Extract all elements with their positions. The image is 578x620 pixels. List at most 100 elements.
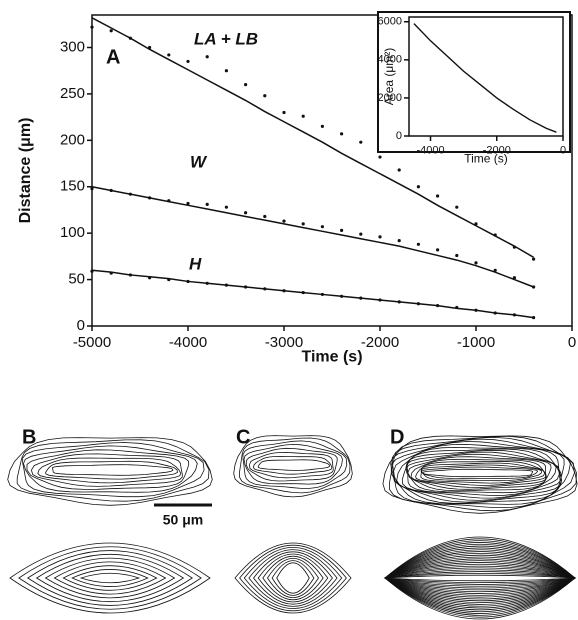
contour xyxy=(422,468,534,478)
data-point xyxy=(532,316,536,320)
data-point xyxy=(244,285,248,289)
data-point xyxy=(282,289,286,293)
data-point xyxy=(340,228,344,232)
data-point xyxy=(282,219,286,223)
contour xyxy=(401,448,562,499)
contour xyxy=(79,572,141,584)
data-point xyxy=(493,268,497,272)
y-tick-label: 250 xyxy=(60,85,85,102)
contour xyxy=(267,558,319,598)
contour xyxy=(62,565,158,591)
data-point xyxy=(244,211,248,215)
x-tick-label: -5000 xyxy=(73,334,111,351)
data-point xyxy=(90,187,94,191)
data-point xyxy=(301,114,305,118)
contour xyxy=(22,442,205,498)
contour xyxy=(271,560,315,596)
data-point xyxy=(455,253,459,258)
contour xyxy=(71,569,149,587)
data-point xyxy=(263,94,267,98)
contour xyxy=(37,457,182,484)
contour xyxy=(239,437,351,494)
area-line xyxy=(413,23,557,133)
data-point xyxy=(416,302,420,306)
x-tick-label: 0 xyxy=(560,145,566,157)
fit-line xyxy=(91,269,534,319)
data-point xyxy=(397,300,401,304)
fit-line xyxy=(91,186,534,288)
panel-label: C xyxy=(236,426,250,448)
contour xyxy=(53,561,167,595)
contour xyxy=(253,551,333,605)
contour xyxy=(242,440,348,489)
series-label: W xyxy=(190,152,208,171)
data-point xyxy=(263,287,267,291)
contour xyxy=(233,435,353,498)
contour xyxy=(415,460,547,486)
data-point xyxy=(532,285,536,289)
panel-label: A xyxy=(106,46,120,68)
contour xyxy=(252,455,333,475)
data-point xyxy=(167,53,171,57)
data-point xyxy=(474,261,478,265)
contour xyxy=(23,445,198,493)
data-point xyxy=(109,188,113,193)
data-point xyxy=(244,83,248,87)
data-point xyxy=(90,269,94,273)
contour xyxy=(257,459,330,471)
y-tick-label: 2000 xyxy=(378,92,402,104)
contour xyxy=(407,456,547,490)
data-point xyxy=(148,276,152,280)
panel-label: D xyxy=(390,426,404,448)
data-point xyxy=(397,168,401,172)
contour xyxy=(16,439,210,502)
contour xyxy=(35,554,185,602)
contour xyxy=(405,453,552,492)
x-tick-label: -2000 xyxy=(483,145,511,157)
data-point xyxy=(378,235,382,239)
y-tick-label: 100 xyxy=(60,224,85,241)
data-point xyxy=(512,313,517,317)
data-point xyxy=(167,277,171,282)
data-point xyxy=(436,303,440,308)
data-point xyxy=(224,69,228,73)
y-tick-label: 0 xyxy=(396,130,402,142)
data-point xyxy=(148,45,152,50)
contour xyxy=(384,536,576,620)
data-point xyxy=(263,214,267,219)
data-point xyxy=(397,238,401,243)
data-point xyxy=(167,199,171,203)
y-axis-label: Area (μm²) xyxy=(382,48,396,106)
contour xyxy=(9,542,211,614)
data-point xyxy=(359,140,363,144)
contour xyxy=(18,546,202,610)
data-point xyxy=(186,59,190,64)
x-tick-label: 0 xyxy=(568,334,576,351)
contour xyxy=(420,462,546,484)
contour xyxy=(384,574,576,582)
y-tick-label: 200 xyxy=(60,131,85,148)
x-tick-label: -1000 xyxy=(457,334,495,351)
data-point xyxy=(128,273,132,277)
data-point xyxy=(359,296,363,300)
data-point xyxy=(320,225,324,229)
contour xyxy=(44,557,176,599)
data-point xyxy=(205,55,209,59)
data-point xyxy=(416,242,420,246)
y-tick-label: 300 xyxy=(60,38,85,55)
contour xyxy=(239,544,347,612)
series-label: LA + LB xyxy=(194,29,258,48)
data-point xyxy=(90,25,94,29)
y-tick-label: 150 xyxy=(60,178,85,195)
x-tick-label: -3000 xyxy=(265,334,303,351)
data-point xyxy=(532,257,536,261)
contour xyxy=(245,447,338,482)
data-point xyxy=(474,308,478,312)
contour xyxy=(392,436,575,508)
data-point xyxy=(186,279,190,284)
y-tick-label: 50 xyxy=(68,271,85,288)
plot-frame xyxy=(408,16,564,137)
data-point xyxy=(148,196,152,200)
contour xyxy=(262,555,324,601)
